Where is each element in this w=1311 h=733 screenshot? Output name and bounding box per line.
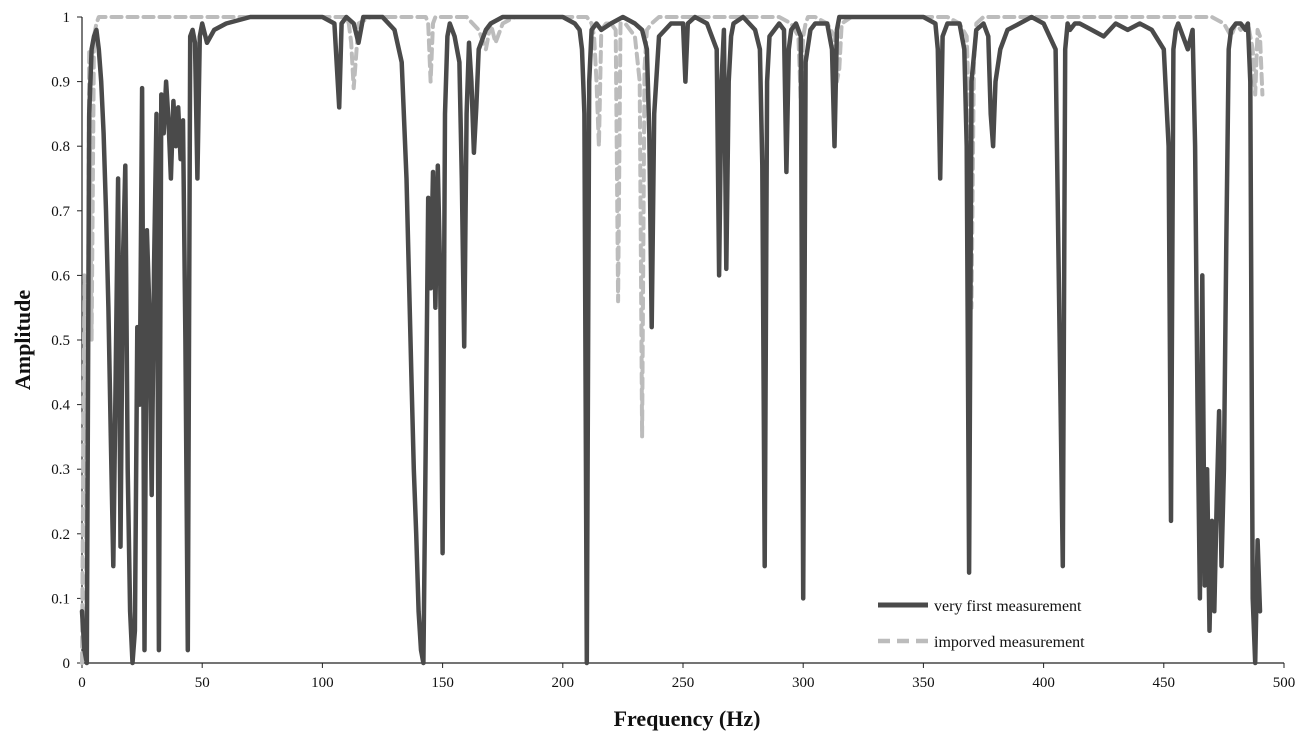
y-tick-label: 0.5	[51, 333, 70, 349]
legend-label-series-1: very first measurement	[934, 598, 1082, 615]
y-tick-label: 0.2	[51, 527, 70, 543]
x-tick-label: 100	[311, 675, 334, 691]
x-axis-title: Frequency (Hz)	[614, 706, 761, 731]
y-axis-ticks: 0 0.1 0.2 0.3 0.4 0.5 0.6 0.7 0.8 0.9 1	[51, 10, 82, 672]
y-tick-label: 0.4	[51, 398, 70, 414]
x-tick-label: 50	[195, 675, 210, 691]
x-axis-ticks: 0 50 100 150 200 250 300 350 400 450 500	[78, 663, 1295, 691]
plot-series	[79, 14, 1265, 666]
x-tick-label: 250	[672, 675, 695, 691]
y-tick-label: 0.8	[51, 139, 70, 155]
y-tick-label: 0.7	[51, 204, 70, 220]
legend: very first measurement imporved measurem…	[878, 598, 1085, 651]
x-tick-label: 350	[912, 675, 935, 691]
y-tick-label: 0.9	[51, 75, 70, 91]
x-tick-label: 200	[552, 675, 575, 691]
series-line-2	[80, 15, 1265, 665]
y-tick-label: 0.1	[51, 591, 70, 607]
y-tick-label: 0.6	[51, 268, 70, 284]
x-tick-label: 450	[1153, 675, 1176, 691]
x-tick-label: 400	[1032, 675, 1055, 691]
x-tick-label: 150	[431, 675, 454, 691]
x-tick-label: 500	[1273, 675, 1296, 691]
legend-label-series-2: imporved measurement	[934, 634, 1085, 651]
x-tick-label: 300	[792, 675, 815, 691]
y-tick-label: 0	[63, 656, 71, 672]
y-axis-title: Amplitude	[10, 290, 35, 390]
series-line-1	[79, 14, 1263, 666]
y-tick-label: 0.3	[51, 462, 70, 478]
x-tick-label: 0	[78, 675, 86, 691]
y-tick-label: 1	[63, 10, 71, 26]
